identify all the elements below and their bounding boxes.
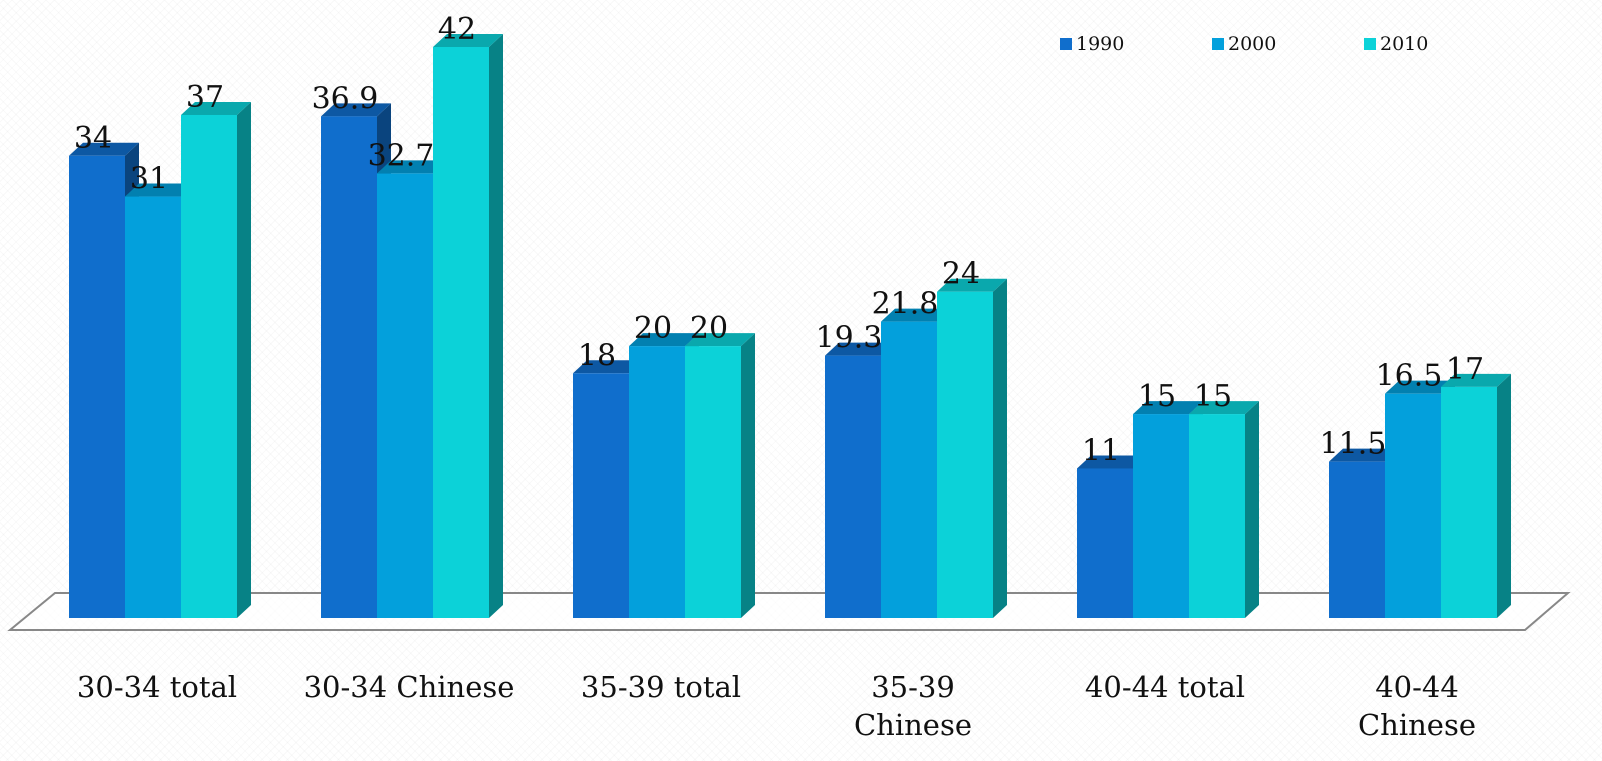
bar-top (685, 333, 755, 347)
bar-top (1077, 455, 1147, 469)
value-label: 16.5 (1376, 359, 1443, 394)
category-label: 35-39 total (581, 670, 741, 704)
bar-front (321, 116, 377, 618)
bar-2010-5 (1189, 401, 1259, 618)
legend-swatch (1212, 38, 1224, 50)
bar-top (1329, 448, 1399, 462)
value-label: 15 (1138, 379, 1176, 414)
category-label: 30-34 total (77, 670, 237, 704)
value-label: 37 (186, 80, 224, 115)
bar-top (937, 278, 1007, 292)
bar-top (125, 183, 195, 197)
bar-top (1189, 401, 1259, 415)
bar-2010-6 (1441, 373, 1511, 618)
value-label: 36.9 (312, 81, 379, 116)
value-label: 31 (130, 162, 168, 197)
bar-side (993, 278, 1007, 618)
value-label: 34 (74, 121, 112, 156)
bar-side (237, 101, 251, 618)
bar-top (573, 360, 643, 374)
value-label: 15 (1194, 379, 1232, 414)
bar-top (321, 103, 391, 117)
legend-item-2000: 2000 (1212, 33, 1276, 55)
value-label: 20 (634, 311, 672, 346)
category-label: 35-39 Chinese (854, 670, 972, 742)
bar-top (825, 342, 895, 356)
category-label: 40-44 total (1085, 670, 1245, 704)
value-label: 19.3 (816, 321, 883, 356)
bar-2010-4 (937, 278, 1007, 618)
bar-top (377, 160, 447, 174)
bar-front (825, 355, 881, 618)
category-label: 40-44 Chinese (1358, 670, 1476, 742)
bar-front (1329, 461, 1385, 618)
bar-2010-3 (685, 333, 755, 618)
bar-2010-2 (433, 34, 503, 618)
legend-item-1990: 1990 (1060, 33, 1124, 55)
bar-front (1385, 393, 1441, 618)
bar-top (1133, 401, 1203, 415)
bar-2000-5 (1133, 401, 1203, 618)
bar-front (433, 47, 489, 618)
bar-top (69, 142, 139, 156)
bar-front (125, 196, 181, 619)
bar-front (1077, 468, 1133, 618)
category-label: 30-34 Chinese (304, 670, 515, 704)
bar-top (629, 333, 699, 347)
bar-front (685, 346, 741, 618)
bar-top (1385, 380, 1455, 394)
value-labels-layer: 34 31 37 36.9 32.7 42 18 20 20 19.321.824 11 15 15 11… (74, 12, 1484, 468)
bar-front (881, 321, 937, 618)
legend-swatch (1060, 38, 1072, 50)
value-label: 42 (438, 12, 476, 47)
legend-label: 2010 (1380, 33, 1428, 55)
bar-top (881, 308, 951, 322)
bar-top (433, 34, 503, 47)
bar-2010-1 (181, 101, 251, 618)
bar-front (1189, 414, 1245, 618)
bar-side (1245, 401, 1259, 618)
bar-front (1133, 414, 1189, 618)
bar-top (1441, 373, 1511, 387)
legend: 1990 2000 2010 (1060, 33, 1428, 55)
value-label: 11 (1082, 433, 1120, 468)
bar-front (377, 173, 433, 618)
bar-side (1497, 373, 1511, 618)
bar-side (489, 34, 503, 618)
bar-side (741, 333, 755, 618)
legend-label: 2000 (1228, 33, 1276, 55)
value-label: 11.5 (1320, 427, 1387, 462)
legend-swatch (1364, 38, 1376, 50)
category-labels-layer: 30-34 total 30-34 Chinese 35-39 total 35-39… (77, 670, 1476, 742)
bar-front (181, 114, 237, 618)
value-label: 18 (578, 338, 616, 373)
value-label: 17 (1446, 352, 1484, 387)
bar-front (1441, 386, 1497, 618)
bar-front (69, 155, 125, 618)
value-label: 20 (690, 311, 728, 346)
value-label: 21.8 (872, 287, 939, 322)
legend-item-2010: 2010 (1364, 33, 1428, 55)
bar-front (629, 346, 685, 618)
legend-label: 1990 (1076, 33, 1124, 55)
value-label: 24 (942, 257, 980, 292)
bars-layer (69, 34, 1511, 619)
bar-front (937, 291, 993, 618)
value-label: 32.7 (368, 138, 435, 173)
bar-top (181, 101, 251, 115)
bar-front (573, 373, 629, 618)
